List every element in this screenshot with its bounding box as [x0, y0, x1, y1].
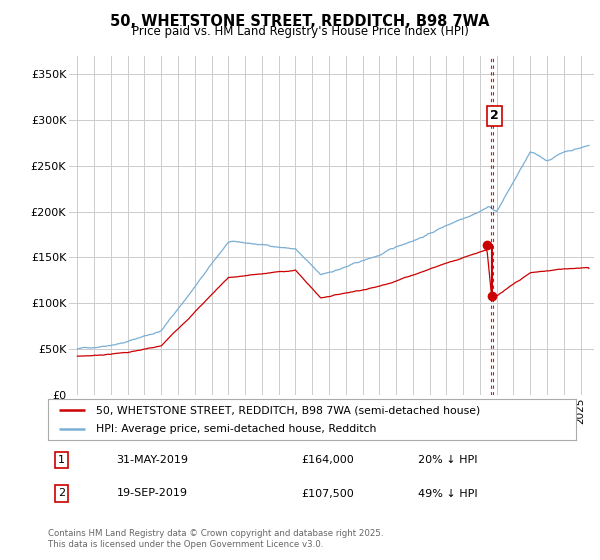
Text: 31-MAY-2019: 31-MAY-2019: [116, 455, 188, 465]
Text: Contains HM Land Registry data © Crown copyright and database right 2025.
This d: Contains HM Land Registry data © Crown c…: [48, 529, 383, 549]
Text: £164,000: £164,000: [301, 455, 354, 465]
Text: 49% ↓ HPI: 49% ↓ HPI: [418, 488, 477, 498]
Text: 2: 2: [490, 109, 499, 122]
Text: 1: 1: [58, 455, 65, 465]
Text: 2: 2: [58, 488, 65, 498]
Text: 20% ↓ HPI: 20% ↓ HPI: [418, 455, 477, 465]
Text: Price paid vs. HM Land Registry's House Price Index (HPI): Price paid vs. HM Land Registry's House …: [131, 25, 469, 38]
Text: 19-SEP-2019: 19-SEP-2019: [116, 488, 188, 498]
Text: HPI: Average price, semi-detached house, Redditch: HPI: Average price, semi-detached house,…: [95, 424, 376, 433]
Text: £107,500: £107,500: [301, 488, 354, 498]
Text: 50, WHETSTONE STREET, REDDITCH, B98 7WA: 50, WHETSTONE STREET, REDDITCH, B98 7WA: [110, 14, 490, 29]
Text: 50, WHETSTONE STREET, REDDITCH, B98 7WA (semi-detached house): 50, WHETSTONE STREET, REDDITCH, B98 7WA …: [95, 405, 480, 415]
